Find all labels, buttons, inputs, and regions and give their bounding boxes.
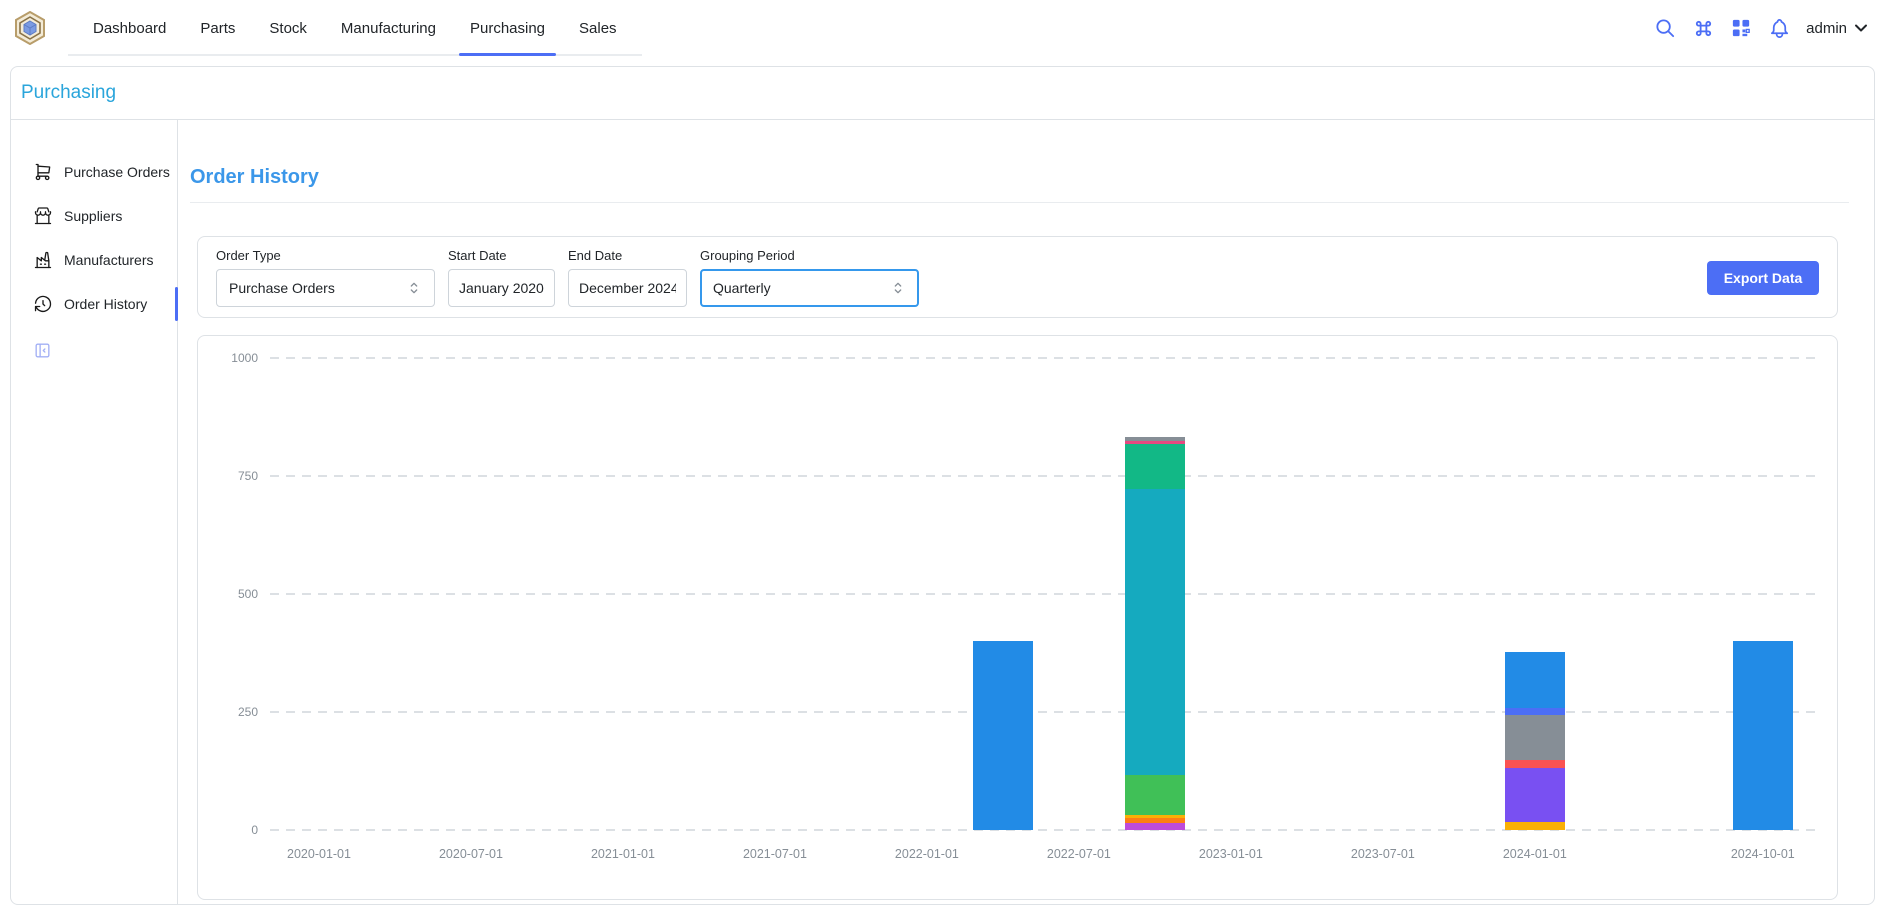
breadcrumb-title[interactable]: Purchasing [21, 82, 116, 104]
grouping-period-select[interactable]: Quarterly [700, 269, 919, 307]
history-icon [33, 294, 53, 314]
title-divider [190, 202, 1849, 203]
x-axis-label-2024-10-01: 2024-10-01 [1718, 847, 1808, 861]
x-axis-label-2024-01-01: 2024-01-01 [1490, 847, 1580, 861]
app-logo-icon[interactable] [14, 11, 46, 45]
gridline-1000 [270, 357, 1821, 359]
start-date-label: Start Date [448, 248, 555, 263]
chart-area: 0 250 500 750 1000 2020-01-01 2020-07-01 2021-0… [198, 336, 1837, 899]
gridline-250 [270, 711, 1821, 713]
gridline-750 [270, 475, 1821, 477]
sidebar-item-order-history[interactable]: Order History [11, 282, 177, 326]
bell-icon [1768, 17, 1791, 40]
top-navbar: DashboardPartsStockManufacturingPurchasi… [0, 0, 1885, 56]
shopping-cart-icon [33, 162, 53, 182]
bar-2024-01-01-segment-4[interactable] [1505, 708, 1565, 715]
sidebar-item-suppliers[interactable]: Suppliers [11, 194, 177, 238]
user-label[interactable]: admin [1806, 20, 1847, 37]
factory-icon [33, 250, 53, 270]
bar-2024-01-01-segment-2[interactable] [1505, 760, 1565, 768]
sidebar-collapse-icon [33, 341, 52, 360]
end-date-label: End Date [568, 248, 687, 263]
bar-2022-10-01-segment-5[interactable] [1125, 444, 1185, 489]
bar-2022-10-01-segment-1[interactable] [1125, 818, 1185, 823]
page-panel: Purchasing Purchase Orders Suppliers Manuf… [10, 66, 1875, 905]
y-axis-label-0: 0 [208, 823, 258, 837]
tab-dashboard[interactable]: Dashboard [76, 0, 183, 56]
order-type-value: Purchase Orders [229, 280, 335, 296]
bar-2022-10-01-segment-3[interactable] [1125, 775, 1185, 815]
start-date-input[interactable] [448, 269, 555, 307]
sidebar-items: Purchase Orders Suppliers Manufacturers Ord… [11, 150, 177, 326]
order-type-label: Order Type [216, 248, 435, 263]
search-button[interactable] [1646, 9, 1684, 47]
y-axis-label-1000: 1000 [208, 351, 258, 365]
bar-2024-01-01-segment-1[interactable] [1505, 768, 1565, 822]
bar-2024-10-01-segment-0[interactable] [1733, 641, 1793, 830]
x-axis-label-2022-01-01: 2022-01-01 [882, 847, 972, 861]
start-date-group: Start Date [448, 248, 555, 317]
x-axis-label-2021-01-01: 2021-01-01 [578, 847, 668, 861]
main-content: Order History Order Type Purchase Orders… [178, 120, 1874, 904]
breadcrumb: Purchasing [11, 67, 1874, 120]
user-menu-chevron[interactable] [1851, 18, 1871, 38]
export-data-button[interactable]: Export Data [1707, 261, 1819, 295]
tab-manufacturing[interactable]: Manufacturing [324, 0, 453, 56]
gridline-0 [270, 829, 1821, 831]
x-axis-label-2023-07-01: 2023-07-01 [1338, 847, 1428, 861]
command-button[interactable] [1684, 9, 1722, 47]
qrcode-icon [1730, 17, 1753, 40]
end-date-input[interactable] [568, 269, 687, 307]
sidebar-item-purchase-orders[interactable]: Purchase Orders [11, 150, 177, 194]
notifications-button[interactable] [1760, 9, 1798, 47]
x-axis-label-2020-07-01: 2020-07-01 [426, 847, 516, 861]
tab-parts[interactable]: Parts [183, 0, 252, 56]
order-type-select[interactable]: Purchase Orders [216, 269, 435, 307]
page-title: Order History [190, 166, 1874, 189]
sidebar: Purchase Orders Suppliers Manufacturers Ord… [11, 120, 178, 904]
bar-2022-10-01-segment-0[interactable] [1125, 823, 1185, 830]
tab-sales[interactable]: Sales [562, 0, 634, 56]
end-date-group: End Date [568, 248, 687, 317]
search-icon [1654, 17, 1677, 40]
order-history-chart-card: 0 250 500 750 1000 2020-01-01 2020-07-01 2021-0… [197, 335, 1838, 900]
bar-2024-01-01-segment-0[interactable] [1505, 822, 1565, 830]
selector-icon [890, 280, 906, 296]
gridline-500 [270, 593, 1821, 595]
building-store-icon [33, 206, 53, 226]
x-axis-label-2021-07-01: 2021-07-01 [730, 847, 820, 861]
sidebar-collapse-toggle[interactable] [11, 338, 177, 362]
y-axis-label-250: 250 [208, 705, 258, 719]
filter-toolbar: Order Type Purchase Orders Start Date En… [197, 236, 1838, 318]
sidebar-item-label: Manufacturers [64, 252, 153, 268]
bar-2022-10-01-segment-4[interactable] [1125, 489, 1185, 775]
order-type-group: Order Type Purchase Orders [216, 248, 435, 317]
grouping-period-value: Quarterly [713, 280, 771, 296]
chevron-down-icon [1851, 18, 1871, 38]
x-axis-label-2022-07-01: 2022-07-01 [1034, 847, 1124, 861]
command-icon [1692, 17, 1715, 40]
sidebar-item-label: Order History [64, 296, 147, 312]
selector-icon [406, 280, 422, 296]
x-axis-label-2023-01-01: 2023-01-01 [1186, 847, 1276, 861]
bar-2022-10-01-segment-6[interactable] [1125, 441, 1185, 445]
bar-2024-01-01-segment-5[interactable] [1505, 652, 1565, 709]
bar-2022-10-01-segment-2[interactable] [1125, 815, 1185, 818]
y-axis-label-500: 500 [208, 587, 258, 601]
bar-2022-04-01-segment-0[interactable] [973, 641, 1033, 830]
grouping-period-label: Grouping Period [700, 248, 919, 263]
grouping-period-group: Grouping Period Quarterly [700, 248, 919, 317]
bar-2022-10-01-segment-7[interactable] [1125, 437, 1185, 440]
scan-button[interactable] [1722, 9, 1760, 47]
sidebar-item-label: Suppliers [64, 208, 122, 224]
sidebar-item-label: Purchase Orders [64, 164, 170, 180]
y-axis-label-750: 750 [208, 469, 258, 483]
tab-purchasing[interactable]: Purchasing [453, 0, 562, 56]
sidebar-item-manufacturers[interactable]: Manufacturers [11, 238, 177, 282]
bar-2024-01-01-segment-3[interactable] [1505, 715, 1565, 760]
nav-tabs: DashboardPartsStockManufacturingPurchasi… [68, 0, 642, 56]
x-axis-label-2020-01-01: 2020-01-01 [274, 847, 364, 861]
tab-stock[interactable]: Stock [252, 0, 324, 56]
